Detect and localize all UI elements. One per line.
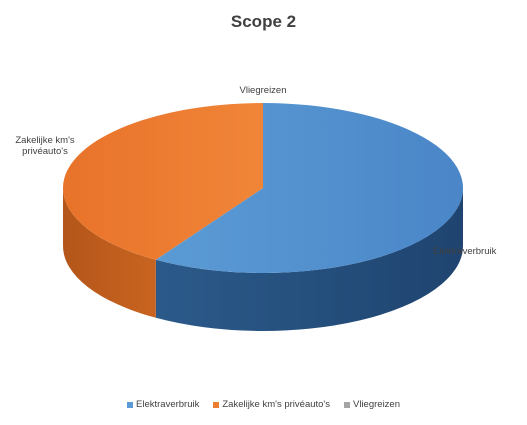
legend-swatch (127, 401, 133, 408)
data-label-2: Vliegreizen (240, 85, 287, 96)
pie-side-0 (155, 188, 463, 332)
legend-item: Zakelijke km's privéauto's (213, 399, 330, 410)
legend-swatch (213, 401, 220, 408)
pie-slice-1 (62, 103, 264, 260)
legend-swatch (344, 401, 350, 408)
legend-item: Vliegreizen (344, 399, 400, 410)
legend-label: Vliegreizen (353, 399, 400, 410)
chart-title: Scope 2 (230, 12, 297, 31)
data-label-0: Elektraverbruik (433, 246, 497, 257)
pie-slice-0 (155, 103, 463, 273)
pie-side-1 (63, 188, 156, 318)
legend: Elektraverbruik Zakelijke km's privéauto'… (0, 399, 527, 410)
legend-label: Elektraverbruik (136, 399, 200, 410)
legend-label: Zakelijke km's privéauto's (222, 399, 330, 410)
data-label-1: Zakelijke km's privéauto's (15, 135, 75, 157)
legend-item: Elektraverbruik (127, 399, 199, 410)
